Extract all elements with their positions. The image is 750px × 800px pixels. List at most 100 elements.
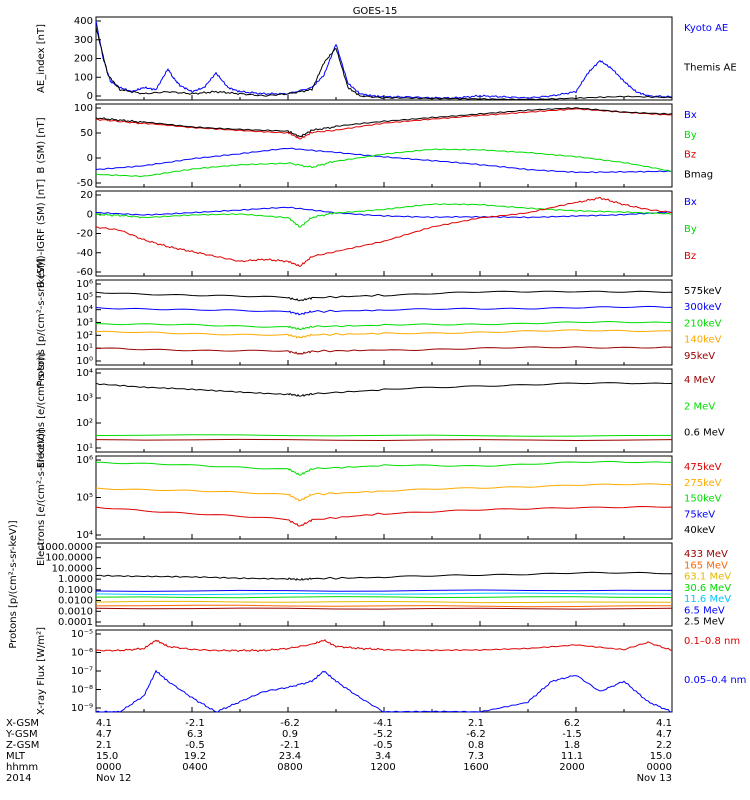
legend-entry: 0.6 MeV <box>684 428 725 439</box>
series-by <box>95 148 673 178</box>
panel-frame <box>95 103 673 188</box>
legend: 0.1–0.8 nm 0.05–0.4 nm <box>684 636 746 686</box>
ytick-label: 10⁶ <box>76 279 93 290</box>
ytick-label: 100.0000 <box>45 553 93 564</box>
legend-entry: Bx <box>684 110 697 121</box>
legend: Bx By Bz <box>684 197 697 262</box>
legend-entry: 210keV <box>684 318 722 329</box>
ytick-label: 300 <box>74 35 93 46</box>
series-4-mev <box>95 438 673 442</box>
legend-entry: 4 MeV <box>684 375 715 386</box>
ephem-row-label: 2014 <box>6 773 31 784</box>
series-63-1-mev <box>95 600 673 604</box>
ephem-value: 0800 <box>277 762 302 773</box>
legend-entry: Bz <box>684 251 696 262</box>
series-by <box>95 203 673 228</box>
ephem-value: 0.8 <box>468 740 484 751</box>
panel-protons2: 1000.0000100.000010.00001.00000.10000.01… <box>8 520 731 648</box>
legend-entry: Themis AE <box>683 63 737 74</box>
ytick-label: 10¹ <box>76 443 93 454</box>
panel-bdiff: 20 0 -20 -40 -60 B (SM)-IGRF (SM) [nT] Bx By Bz <box>36 179 697 288</box>
ytick-label: 100 <box>74 72 93 83</box>
ytick-label: -60 <box>77 267 93 278</box>
ephem-value: -2.1 <box>185 718 205 729</box>
ytick-label: 10⁴ <box>76 368 93 379</box>
series-themis-ae <box>95 27 673 101</box>
ephem-value: 0000 <box>96 762 121 773</box>
legend-entry: Bx <box>684 197 697 208</box>
ytick-label: 10⁴ <box>76 530 93 541</box>
ytick-label: -50 <box>77 178 93 189</box>
ytick-label: 10⁴ <box>76 305 93 316</box>
ephem-value: -5.2 <box>373 729 393 740</box>
series-95kev <box>95 346 673 355</box>
panel-frame <box>95 455 673 540</box>
legend: 475keV 275keV 150keV 75keV 40keV <box>684 462 722 536</box>
ephem-value: -0.5 <box>373 740 393 751</box>
ephem-value: 0400 <box>182 762 207 773</box>
legend-entry: 30.6 MeV <box>684 583 731 594</box>
series-bx <box>95 147 673 174</box>
ytick-label: 400 <box>74 16 93 27</box>
ytick-label: 10⁻⁸ <box>71 685 93 696</box>
legend: 4 MeV 2 MeV 0.6 MeV <box>684 375 725 439</box>
ephem-value: 19.2 <box>184 751 206 762</box>
panel-electrons2: 10⁶ 10⁵ 10⁴ Electrons [e/(cm²-s-sr-keV)] 475… <box>36 429 722 566</box>
ephem-value: 2.2 <box>656 740 672 751</box>
legend-entry: 0.05–0.4 nm <box>684 675 746 686</box>
ephem-value: Nov 13 <box>637 773 672 784</box>
ytick-label: 1.0000 <box>58 574 93 585</box>
series-2-5-mev <box>95 571 672 581</box>
ephem-value: 1.8 <box>564 740 580 751</box>
ephem-value: 0.9 <box>282 729 298 740</box>
ytick-label: 20 <box>80 190 93 201</box>
panel-bsm: 100 50 0 -50 B (SM) [nT] Bx By Bz Bmag <box>36 103 713 189</box>
legend-entry: 300keV <box>684 302 722 313</box>
ephem-value: 15.0 <box>650 751 672 762</box>
legend-entry: 6.5 MeV <box>684 605 725 616</box>
ytick-label: 10⁻⁹ <box>71 703 93 714</box>
ytick-label: 0.0100 <box>58 596 93 607</box>
legend-entry: 63.1 MeV <box>684 572 731 583</box>
series-165-mev <box>95 604 673 608</box>
ytick-label: 10⁻⁵ <box>71 629 93 640</box>
legend-entry: 95keV <box>684 351 715 362</box>
ytick-label: 1000.0000 <box>39 542 93 553</box>
legend-entry: 75keV <box>684 509 715 520</box>
legend: Bx By Bz Bmag <box>684 110 713 180</box>
ephem-value: -0.5 <box>185 740 205 751</box>
ephem-value: 4.7 <box>96 729 112 740</box>
ytick-label: 0.0010 <box>58 606 93 617</box>
ephem-value: -4.1 <box>373 718 393 729</box>
series-6-5-mev <box>95 589 673 592</box>
ephem-value: 0000 <box>647 762 672 773</box>
series-275kev <box>95 483 673 502</box>
series-0-05-0-4-nm <box>95 669 673 713</box>
legend-entry: Bmag <box>684 169 713 180</box>
ytick-label: 10³ <box>76 393 93 404</box>
ytick-label: 10.0000 <box>52 563 93 574</box>
legend-entry: 475keV <box>684 462 722 473</box>
legend-entry: 0.1–0.8 nm <box>684 636 740 647</box>
legend-entry: 40keV <box>684 525 715 536</box>
ytick-label: 10⁻⁶ <box>71 648 93 659</box>
ylabel: B (SM) [nT] <box>36 117 47 173</box>
ytick-label: 0.0001 <box>58 617 93 628</box>
legend-entry: 140keV <box>684 335 722 346</box>
series-0-1-0-8-nm <box>95 639 673 653</box>
legend-entry: 2 MeV <box>684 401 715 412</box>
ephem-value: 2.1 <box>468 718 484 729</box>
legend: Kyoto AE Themis AE <box>683 23 737 74</box>
panel-xray: 10⁻⁵ 10⁻⁶ 10⁻⁷ 10⁻⁸ 10⁻⁹ X-ray Flux [W/m²] 0.1… <box>36 627 746 715</box>
panel-electrons1: 10⁴ 10³ 10² 10¹ Electrons [e/(cm²-s-sr)] 4 Me… <box>36 353 725 469</box>
ephem-value: 1200 <box>370 762 395 773</box>
ytick-label: -20 <box>77 229 93 240</box>
ylabel: Protons [p/(cm²-s-sr-keV)] <box>36 258 47 386</box>
figure-title: GOES-15 <box>353 6 398 17</box>
ephem-value: Nov 12 <box>96 773 131 784</box>
ephem-value: -6.2 <box>280 718 300 729</box>
ytick-label: 50 <box>80 128 93 139</box>
ephem-row-label: MLT <box>6 751 26 762</box>
legend-entry: 11.6 MeV <box>684 594 731 605</box>
